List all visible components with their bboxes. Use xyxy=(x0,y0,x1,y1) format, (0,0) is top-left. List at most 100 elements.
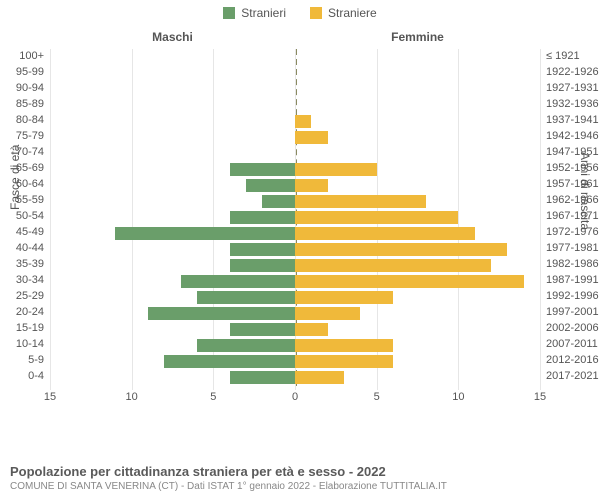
bar-male xyxy=(164,355,295,368)
y-label-birth: 2007-2011 xyxy=(546,338,600,350)
bar-male xyxy=(230,163,295,176)
y-label-age: 60-64 xyxy=(0,178,44,190)
y-label-birth: ≤ 1921 xyxy=(546,50,600,62)
column-headers: Maschi Femmine xyxy=(50,30,540,48)
pyramid-row xyxy=(50,113,540,129)
y-label-birth: 1932-1936 xyxy=(546,98,600,110)
pyramid-row xyxy=(50,225,540,241)
y-label-age: 30-34 xyxy=(0,274,44,286)
x-tick: 10 xyxy=(126,391,138,403)
bar-female xyxy=(295,275,524,288)
y-label-birth: 1927-1931 xyxy=(546,82,600,94)
legend-label-male: Stranieri xyxy=(241,6,286,20)
pyramid-row xyxy=(50,193,540,209)
pyramid-row xyxy=(50,81,540,97)
y-label-age: 100+ xyxy=(0,50,44,62)
y-label-birth: 1952-1956 xyxy=(546,162,600,174)
legend-swatch-male xyxy=(223,7,235,19)
y-label-birth: 1942-1946 xyxy=(546,130,600,142)
x-tick: 15 xyxy=(44,391,56,403)
pyramid-row xyxy=(50,49,540,65)
pyramid-row xyxy=(50,161,540,177)
gridline xyxy=(540,49,541,390)
y-label-age: 95-99 xyxy=(0,66,44,78)
x-tick: 10 xyxy=(452,391,464,403)
pyramid-row xyxy=(50,321,540,337)
pyramid-row xyxy=(50,65,540,81)
bar-male xyxy=(230,259,295,272)
legend-label-female: Straniere xyxy=(328,6,377,20)
pyramid-row xyxy=(50,369,540,385)
pyramid-row xyxy=(50,257,540,273)
y-label-birth: 1977-1981 xyxy=(546,242,600,254)
bar-male xyxy=(230,211,295,224)
y-label-age: 25-29 xyxy=(0,290,44,302)
bar-female xyxy=(295,323,328,336)
y-label-birth: 2017-2021 xyxy=(546,370,600,382)
bar-male xyxy=(148,307,295,320)
bar-female xyxy=(295,307,360,320)
y-label-age: 35-39 xyxy=(0,258,44,270)
legend: Stranieri Straniere xyxy=(0,0,600,20)
y-label-birth: 1922-1926 xyxy=(546,66,600,78)
bar-female xyxy=(295,115,311,128)
bar-female xyxy=(295,211,458,224)
x-tick: 0 xyxy=(292,391,298,403)
y-label-age: 90-94 xyxy=(0,82,44,94)
x-tick: 5 xyxy=(374,391,380,403)
bar-male xyxy=(230,243,295,256)
y-label-birth: 1987-1991 xyxy=(546,274,600,286)
x-tick: 15 xyxy=(534,391,546,403)
bar-female xyxy=(295,243,507,256)
bar-female xyxy=(295,291,393,304)
bar-male xyxy=(230,371,295,384)
x-tick: 5 xyxy=(210,391,216,403)
y-label-age: 55-59 xyxy=(0,194,44,206)
y-label-age: 45-49 xyxy=(0,226,44,238)
bar-female xyxy=(295,355,393,368)
y-label-age: 85-89 xyxy=(0,98,44,110)
y-label-birth: 2002-2006 xyxy=(546,322,600,334)
y-label-birth: 1997-2001 xyxy=(546,306,600,318)
pyramid-row xyxy=(50,145,540,161)
pyramid-row xyxy=(50,353,540,369)
y-label-birth: 1972-1976 xyxy=(546,226,600,238)
bar-female xyxy=(295,227,475,240)
pyramid-row xyxy=(50,241,540,257)
y-label-age: 80-84 xyxy=(0,114,44,126)
y-label-birth: 1967-1971 xyxy=(546,210,600,222)
header-male: Maschi xyxy=(50,30,295,48)
bar-female xyxy=(295,371,344,384)
pyramid-row xyxy=(50,97,540,113)
legend-swatch-female xyxy=(310,7,322,19)
bar-female xyxy=(295,259,491,272)
bar-female xyxy=(295,131,328,144)
y-label-birth: 1962-1966 xyxy=(546,194,600,206)
chart-title: Popolazione per cittadinanza straniera p… xyxy=(10,464,447,479)
chart-area: Maschi Femmine 15105051015100+≤ 192195-9… xyxy=(50,30,540,430)
bar-male xyxy=(197,339,295,352)
pyramid-row xyxy=(50,273,540,289)
y-label-birth: 2012-2016 xyxy=(546,354,600,366)
y-label-age: 20-24 xyxy=(0,306,44,318)
y-label-age: 50-54 xyxy=(0,210,44,222)
y-label-birth: 1937-1941 xyxy=(546,114,600,126)
y-label-birth: 1982-1986 xyxy=(546,258,600,270)
bar-male xyxy=(197,291,295,304)
y-label-age: 15-19 xyxy=(0,322,44,334)
bar-female xyxy=(295,179,328,192)
pyramid-row xyxy=(50,209,540,225)
pyramid-row xyxy=(50,337,540,353)
y-label-birth: 1992-1996 xyxy=(546,290,600,302)
y-label-age: 0-4 xyxy=(0,370,44,382)
bar-female xyxy=(295,163,377,176)
y-label-age: 75-79 xyxy=(0,130,44,142)
bar-female xyxy=(295,195,426,208)
pyramid-row xyxy=(50,289,540,305)
bar-male xyxy=(230,323,295,336)
y-label-age: 70-74 xyxy=(0,146,44,158)
bar-male xyxy=(262,195,295,208)
pyramid-row xyxy=(50,129,540,145)
legend-item-female: Straniere xyxy=(310,6,377,20)
y-label-age: 65-69 xyxy=(0,162,44,174)
